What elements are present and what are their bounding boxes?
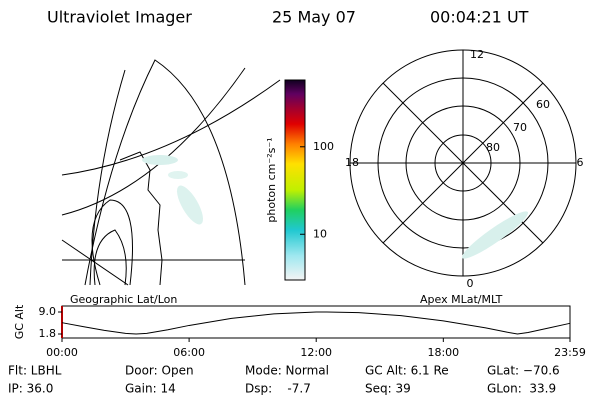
mlt-label: 12 (470, 48, 484, 61)
y-tick-label: 1.8 (39, 327, 57, 340)
status-field: Mode: Normal (245, 364, 329, 378)
y-tick-label: 9.0 (39, 305, 57, 318)
x-tick-label: 06:00 (173, 346, 205, 359)
altitude-line (61, 311, 571, 335)
x-tick-label: 23:59 (554, 346, 586, 359)
status-field: GLon: 33.9 (487, 382, 556, 396)
mlt-label: 18 (345, 156, 359, 169)
time: 00:04:21 UT (430, 8, 529, 27)
instrument-title: Ultraviolet Imager (47, 8, 192, 27)
mlat-label: 60 (536, 98, 550, 111)
status-field: Door: Open (125, 364, 194, 378)
colorbar (284, 79, 306, 281)
status-field: Seq: 39 (365, 382, 411, 396)
status-field: Gain: 14 (125, 382, 176, 396)
geographic-map (61, 59, 281, 286)
mlat-label: 80 (486, 141, 500, 154)
x-tick-label: 18:00 (427, 346, 459, 359)
status-field: GC Alt: 6.1 Re (365, 364, 449, 378)
status-field: IP: 36.0 (8, 382, 53, 396)
x-tick-label: 12:00 (300, 346, 332, 359)
date: 25 May 07 (272, 8, 356, 27)
polar-grid (349, 49, 577, 277)
altitude-plot-frame (61, 305, 571, 339)
status-field: Dsp: -7.7 (245, 382, 311, 396)
mlt-label: 0 (467, 277, 474, 290)
colorbar-tick-label: 100 (313, 140, 334, 153)
x-tick-label: 00:00 (46, 346, 78, 359)
colorbar-label: photon cm⁻²s⁻¹ (265, 137, 278, 222)
status-field: GLat: −70.6 (487, 364, 560, 378)
right-map-label: Apex MLat/MLT (420, 293, 503, 306)
colorbar-tick-label: 10 (313, 227, 327, 240)
mlt-label: 6 (577, 156, 584, 169)
mlat-label: 70 (513, 121, 527, 134)
left-map-label: Geographic Lat/Lon (70, 293, 177, 306)
status-field: Flt: LBHL (8, 364, 62, 378)
y-axis-label: GC Alt (13, 304, 26, 339)
